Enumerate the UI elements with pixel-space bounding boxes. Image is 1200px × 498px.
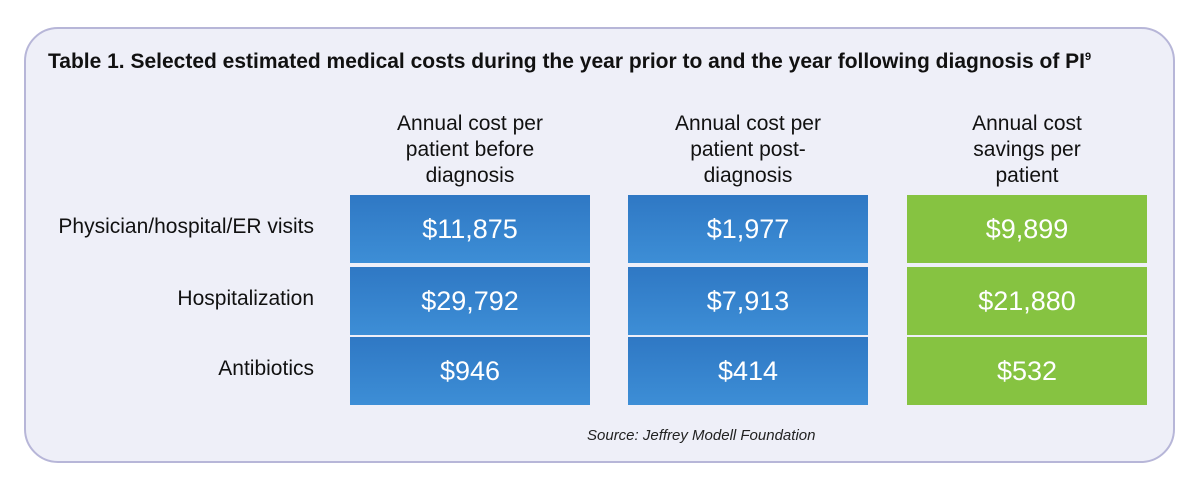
value-cell-savings: $9,899 — [907, 195, 1147, 263]
row-label: Antibiotics — [218, 357, 314, 380]
column-header-before: Annual cost per patient before diagnosis — [350, 111, 590, 189]
column-header-line: patient — [995, 164, 1059, 187]
column-header-line: patient before — [405, 138, 535, 161]
value-cell-savings: $532 — [907, 337, 1147, 405]
column-header-post: Annual cost per patient post-diagnosis — [628, 111, 868, 189]
value-cell-post: $7,913 — [628, 267, 868, 335]
row-label: Hospitalization — [177, 287, 314, 310]
column-header-line: savings per — [973, 138, 1081, 161]
value-cell-savings: $21,880 — [907, 267, 1147, 335]
column-header-line: Annual cost — [972, 112, 1082, 135]
column-header-line: patient post- — [690, 138, 806, 161]
value-cell-before: $29,792 — [350, 267, 590, 335]
column-header-line: Annual cost per — [397, 112, 543, 135]
value-cell-before: $946 — [350, 337, 590, 405]
title-footnote-marker: 9 — [1085, 51, 1092, 63]
column-header-line: diagnosis — [425, 164, 515, 187]
row-label: Physician/hospital/ER visits — [58, 215, 314, 238]
value-cell-post: $414 — [628, 337, 868, 405]
value-cell-before: $11,875 — [350, 195, 590, 263]
table-title: Table 1. Selected estimated medical cost… — [48, 50, 1092, 73]
column-header-savings: Annual cost savings per patient — [907, 111, 1147, 189]
column-header-line: diagnosis — [703, 164, 793, 187]
value-cell-post: $1,977 — [628, 195, 868, 263]
source-note: Source: Jeffrey Modell Foundation — [587, 427, 816, 444]
column-header-line: Annual cost per — [675, 112, 821, 135]
